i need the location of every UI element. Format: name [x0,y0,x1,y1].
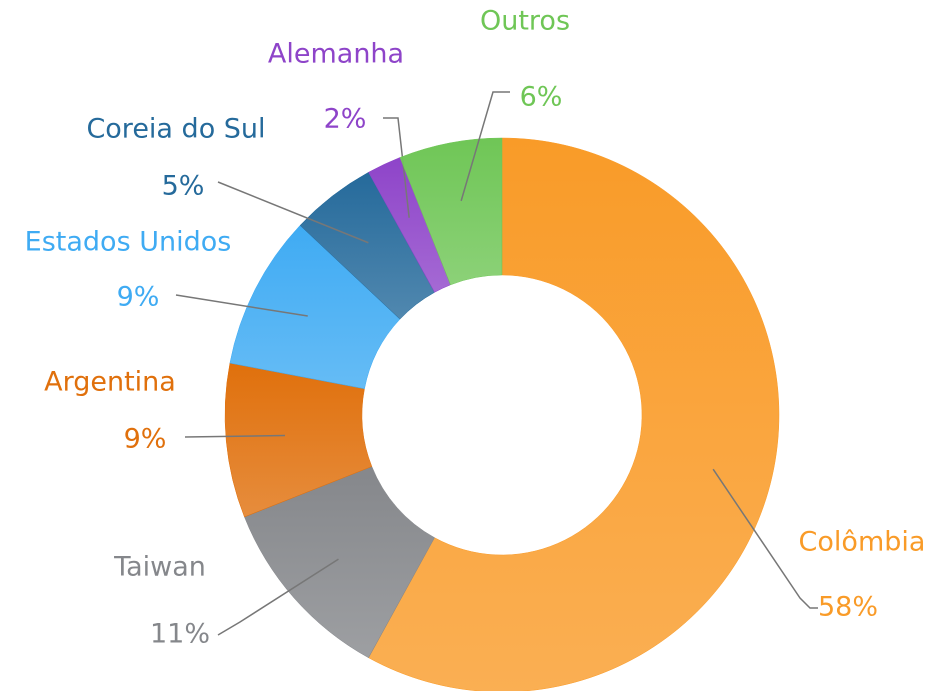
donut-slice [399,137,503,286]
leader-line [217,558,339,636]
leader-line [712,468,818,609]
leader-line [460,91,510,202]
value-label: 5% [162,171,205,202]
value-label: 9% [124,424,167,455]
value-label: 11% [150,619,210,650]
slice-label: Outros [480,6,570,37]
value-label: 2% [324,104,367,135]
donut-slice [368,137,780,691]
value-label: 58% [818,592,878,623]
value-label: 9% [117,282,160,313]
slice-label: Taiwan [113,552,206,583]
slice-label: Colômbia [799,527,926,558]
slice-label: Estados Unidos [25,227,232,258]
leader-line [383,117,410,218]
value-label: 6% [520,82,563,113]
slice-label: Alemanha [268,39,404,70]
slice-label: Coreia do Sul [86,114,265,145]
leader-line [217,181,369,244]
leader-line [184,434,285,438]
slice-label: Argentina [44,367,176,398]
leader-line [175,294,308,317]
